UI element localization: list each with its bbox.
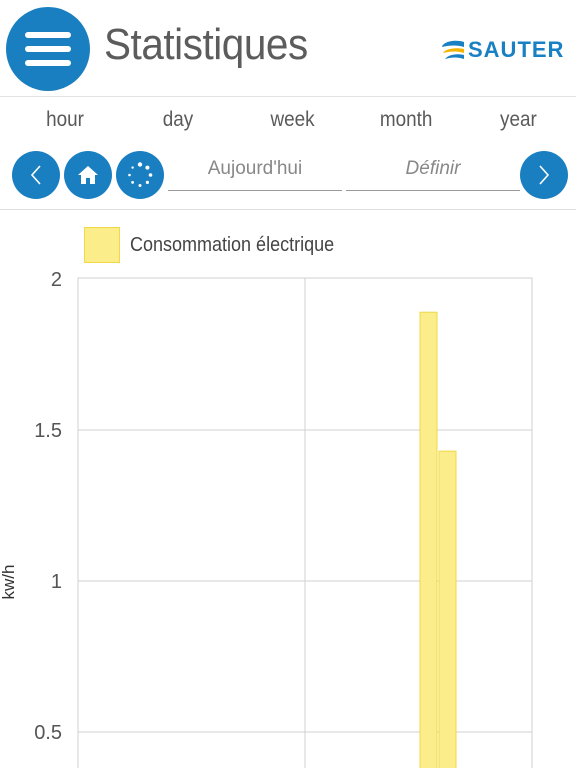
y-axis-label: kw/h — [0, 565, 18, 600]
home-icon — [78, 166, 98, 184]
chevron-left-icon — [30, 165, 41, 185]
navigation-bar: Aujourd'hui Définir — [0, 148, 576, 200]
refresh-button[interactable] — [116, 151, 164, 199]
tab-hour[interactable]: hour — [46, 108, 84, 131]
y-tick-label: 2 — [51, 269, 62, 291]
y-tick-label: 1 — [51, 571, 62, 593]
brand-name: SAUTER — [468, 37, 565, 62]
menu-icon-bar — [25, 60, 71, 66]
loading-dots-icon — [128, 162, 153, 187]
legend-label: Consommation électrique — [130, 233, 335, 256]
consumption-bar[interactable] — [419, 311, 438, 768]
y-tick-label: 1.5 — [34, 420, 62, 442]
consumption-chart: 2 1.5 1 0.5 kw/h — [0, 269, 533, 768]
tab-year[interactable]: year — [500, 108, 537, 131]
define-field[interactable]: Définir — [346, 148, 520, 191]
chevron-right-icon — [539, 165, 550, 185]
menu-icon-bar — [25, 46, 71, 52]
menu-button[interactable] — [6, 7, 90, 91]
date-field[interactable]: Aujourd'hui — [168, 148, 342, 191]
previous-button[interactable] — [12, 151, 60, 199]
tab-day[interactable]: day — [162, 108, 194, 131]
next-button[interactable] — [520, 151, 568, 199]
sauter-swoosh-icon — [442, 40, 464, 59]
chart-legend: Consommation électrique — [84, 225, 357, 265]
app-header: Statistiques SAUTER — [0, 0, 576, 97]
consumption-bar[interactable] — [438, 450, 457, 768]
y-tick-label: 0.5 — [34, 722, 62, 744]
tab-month[interactable]: month — [379, 108, 433, 131]
brand-logo: SAUTER — [440, 36, 564, 64]
home-button[interactable] — [64, 151, 112, 199]
menu-icon-bar — [25, 32, 71, 38]
tab-week[interactable]: week — [270, 108, 315, 131]
legend-swatch — [84, 227, 120, 263]
page-title: Statistiques — [104, 20, 308, 69]
section-divider — [0, 209, 576, 210]
period-tabs: hour day week month year — [0, 108, 576, 140]
